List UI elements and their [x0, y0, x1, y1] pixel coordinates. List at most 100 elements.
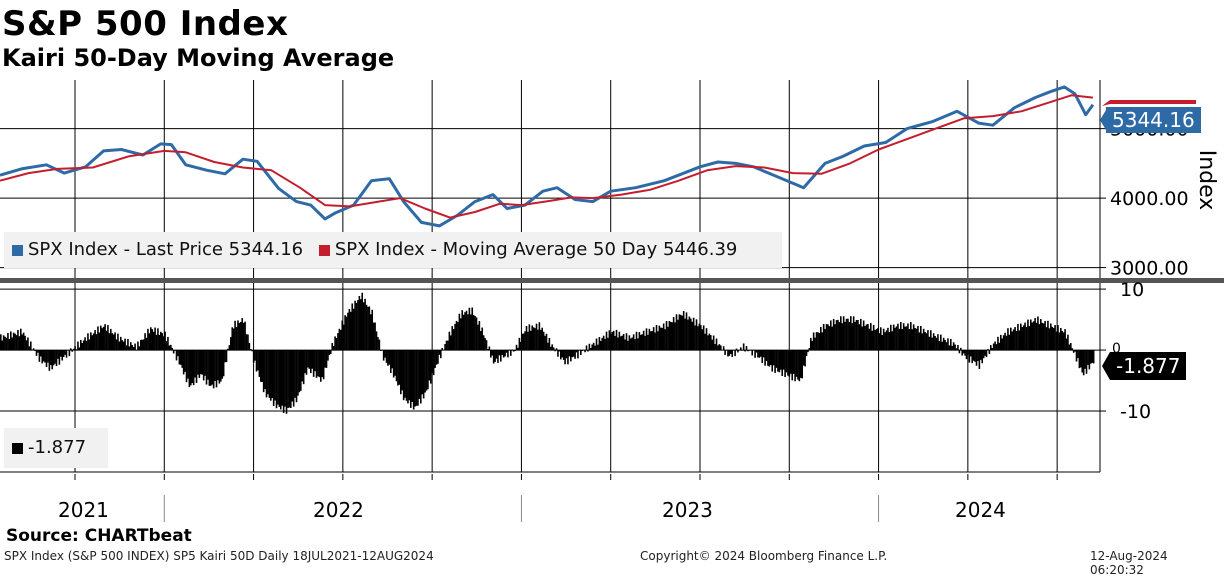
kairi-bar: [1059, 332, 1061, 350]
kairi-bar: [21, 334, 23, 350]
kairi-bar: [804, 350, 806, 366]
kairi-bar: [669, 321, 671, 350]
kairi-bar: [146, 338, 148, 350]
kairi-bar: [253, 350, 255, 363]
kairi-bar: [343, 325, 345, 350]
kairi-bar: [523, 334, 525, 351]
kairi-bar: [786, 350, 788, 372]
kairi-bar: [281, 350, 283, 406]
kairi-bar: [716, 339, 718, 351]
kairi-bar: [300, 350, 302, 391]
kairi-bar: [194, 350, 196, 377]
kairi-bar: [717, 345, 719, 350]
kairi-bar: [177, 350, 179, 356]
kairi-bar: [504, 350, 506, 356]
kairi-bar: [720, 345, 722, 350]
kairi-bar: [109, 333, 111, 350]
kairi-bar: [531, 326, 533, 351]
kairi-bar: [96, 334, 98, 350]
kairi-bar: [883, 329, 885, 350]
kairi-bar: [510, 350, 512, 356]
kairi-bar: [673, 317, 675, 350]
kairi-bar: [629, 335, 631, 350]
kairi-bar: [1053, 328, 1055, 350]
kairi-bar: [189, 350, 191, 387]
legend-item-kairi: -1.877: [12, 428, 86, 468]
kairi-bar: [126, 345, 128, 350]
kairi-bar: [941, 342, 943, 350]
kairi-bar: [580, 350, 582, 355]
kairi-bar: [701, 329, 703, 350]
kairi-bar: [793, 350, 795, 374]
kairi-bar: [314, 350, 316, 371]
kairi-bar: [807, 350, 809, 352]
kairi-bar: [477, 325, 479, 350]
kairi-bar: [814, 338, 816, 350]
kairi-bar: [236, 327, 238, 350]
kairi-bar: [1004, 333, 1006, 350]
kairi-bar: [274, 350, 276, 400]
kairi-bar: [896, 326, 898, 350]
legend-swatch-ma-icon: [319, 245, 330, 256]
kairi-bar: [7, 333, 9, 350]
kairi-bar: [243, 323, 245, 350]
kairi-bar: [87, 333, 89, 350]
kairi-bar: [446, 341, 448, 350]
kairi-bar: [269, 350, 271, 398]
kairi-bar: [384, 350, 386, 358]
kairi-bar: [423, 350, 425, 398]
kairi-bar: [369, 306, 371, 350]
kairi-bar: [413, 350, 415, 410]
kairi-bar: [866, 324, 868, 350]
kairi-bar: [540, 330, 542, 350]
kairi-bar: [471, 307, 473, 350]
kairi-bar: [367, 307, 369, 350]
kairi-bar: [741, 350, 743, 351]
kairi-bar: [101, 328, 103, 350]
kairi-bar: [809, 348, 811, 350]
kairi-bar: [441, 348, 443, 350]
kairi-bar: [610, 334, 612, 350]
kairi-bar: [873, 325, 875, 350]
kairi-bar: [47, 350, 49, 363]
kairi-bar: [519, 338, 521, 350]
kairi-bar: [1056, 332, 1058, 351]
kairi-bar: [684, 319, 686, 351]
kairi-bar: [401, 350, 403, 390]
kairi-bar: [1074, 350, 1076, 352]
kairi-bar: [770, 350, 772, 365]
kairi-bar: [774, 350, 776, 373]
kairi-bar: [731, 350, 733, 357]
kairi-bar: [694, 325, 696, 350]
kairi-bar: [120, 337, 122, 350]
kairi-bar: [876, 329, 878, 350]
kairi-bar: [1090, 350, 1092, 364]
kairi-bar: [199, 350, 201, 378]
kairi-bar: [820, 327, 822, 350]
kairi-bar: [923, 329, 925, 350]
kairi-bar: [506, 350, 508, 353]
kairi-bar: [859, 324, 861, 350]
kairi-bar: [541, 328, 543, 350]
kairi-bar: [749, 350, 751, 351]
x-tick-label: 2024: [955, 498, 1006, 522]
kairi-bar: [756, 350, 758, 353]
kairi-bar: [133, 347, 135, 350]
kairi-bar: [993, 344, 995, 351]
kairi-bar: [693, 318, 695, 350]
kairi-bar: [830, 320, 832, 350]
kairi-bar: [501, 350, 503, 355]
kairi-bar: [797, 350, 799, 380]
kairi-bar: [394, 350, 396, 376]
kairi-bar: [970, 350, 972, 356]
kairi-bar: [49, 350, 51, 371]
kairi-bar: [1044, 321, 1046, 350]
kairi-bar: [51, 350, 53, 369]
kairi-bar: [103, 327, 105, 350]
kairi-bar: [677, 320, 679, 350]
kairi-bar: [971, 350, 973, 363]
kairi-bar: [824, 329, 826, 350]
kairi-bar: [364, 299, 366, 350]
kairi-bar: [449, 332, 451, 350]
kairi-bar: [366, 305, 368, 350]
